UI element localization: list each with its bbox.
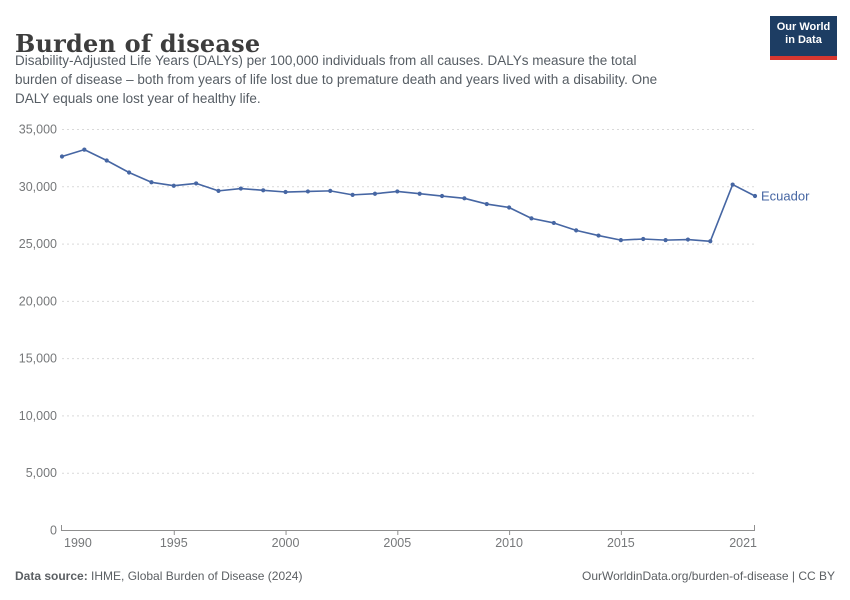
license-credit[interactable]: OurWorldinData.org/burden-of-disease | C… bbox=[581, 569, 835, 583]
y-tick-label: 15,000 bbox=[19, 352, 57, 366]
data-point[interactable] bbox=[663, 238, 668, 243]
owid-logo-line1: Our World bbox=[776, 21, 831, 33]
data-point[interactable] bbox=[261, 188, 266, 193]
x-tick-label: 2010 bbox=[495, 536, 523, 550]
owid-logo-line2: in Data bbox=[785, 34, 822, 46]
chart-footer: Data source: IHME, Global Burden of Dise… bbox=[15, 569, 835, 583]
data-point[interactable] bbox=[238, 186, 243, 191]
data-point[interactable] bbox=[551, 220, 556, 226]
data-point[interactable] bbox=[194, 181, 199, 186]
data-point[interactable] bbox=[328, 188, 333, 193]
series-end-label[interactable]: Ecuador bbox=[761, 189, 810, 204]
data-point[interactable] bbox=[216, 188, 221, 193]
data-point[interactable] bbox=[283, 189, 288, 195]
data-point[interactable] bbox=[82, 147, 87, 152]
data-point[interactable] bbox=[126, 170, 132, 175]
data-point[interactable] bbox=[752, 193, 758, 199]
x-tick-label: 2000 bbox=[272, 536, 300, 550]
y-tick-label: 0 bbox=[50, 524, 57, 538]
data-source-label: Data source: bbox=[15, 569, 88, 583]
x-tick-label: 1995 bbox=[160, 536, 188, 550]
data-point[interactable] bbox=[641, 236, 646, 242]
y-tick-label: 10,000 bbox=[19, 409, 57, 423]
data-point[interactable] bbox=[685, 237, 691, 242]
data-point[interactable] bbox=[484, 201, 489, 207]
y-tick-label: 20,000 bbox=[19, 294, 57, 308]
data-point[interactable] bbox=[305, 189, 311, 194]
data-point[interactable] bbox=[730, 182, 735, 187]
y-tick-label: 30,000 bbox=[19, 180, 57, 194]
y-tick-label: 5,000 bbox=[26, 466, 57, 480]
data-point[interactable] bbox=[506, 205, 512, 210]
data-point[interactable] bbox=[350, 192, 355, 197]
data-point[interactable] bbox=[395, 189, 400, 194]
x-tick-label: 1990 bbox=[64, 536, 92, 550]
owid-logo-accent-bar bbox=[770, 56, 837, 60]
data-point[interactable] bbox=[149, 180, 154, 185]
chart-subtitle: Disability-Adjusted Life Years (DALYs) p… bbox=[15, 53, 658, 106]
data-point[interactable] bbox=[417, 191, 422, 196]
x-tick-label: 2005 bbox=[383, 536, 411, 550]
y-tick-label: 25,000 bbox=[19, 237, 57, 251]
owid-logo: Our World in Data bbox=[770, 16, 837, 60]
y-tick-label: 35,000 bbox=[19, 123, 57, 137]
data-point[interactable] bbox=[462, 196, 467, 201]
data-point[interactable] bbox=[596, 233, 601, 238]
trend-line[interactable] bbox=[61, 148, 756, 243]
data-point[interactable] bbox=[171, 183, 176, 188]
data-point[interactable] bbox=[439, 193, 445, 199]
x-tick-label: 2021 bbox=[729, 536, 757, 550]
data-point[interactable] bbox=[529, 216, 534, 221]
data-point[interactable] bbox=[618, 238, 623, 243]
data-point[interactable] bbox=[104, 158, 109, 163]
data-point[interactable] bbox=[708, 239, 713, 244]
data-source-text: IHME, Global Burden of Disease (2024) bbox=[87, 569, 303, 583]
x-tick-label: 2015 bbox=[607, 536, 635, 550]
page-title: Burden of disease bbox=[15, 29, 261, 59]
data-point[interactable] bbox=[59, 154, 65, 159]
data-point[interactable] bbox=[372, 191, 378, 196]
data-source: Data source: IHME, Global Burden of Dise… bbox=[15, 569, 302, 583]
data-point[interactable] bbox=[574, 228, 579, 233]
